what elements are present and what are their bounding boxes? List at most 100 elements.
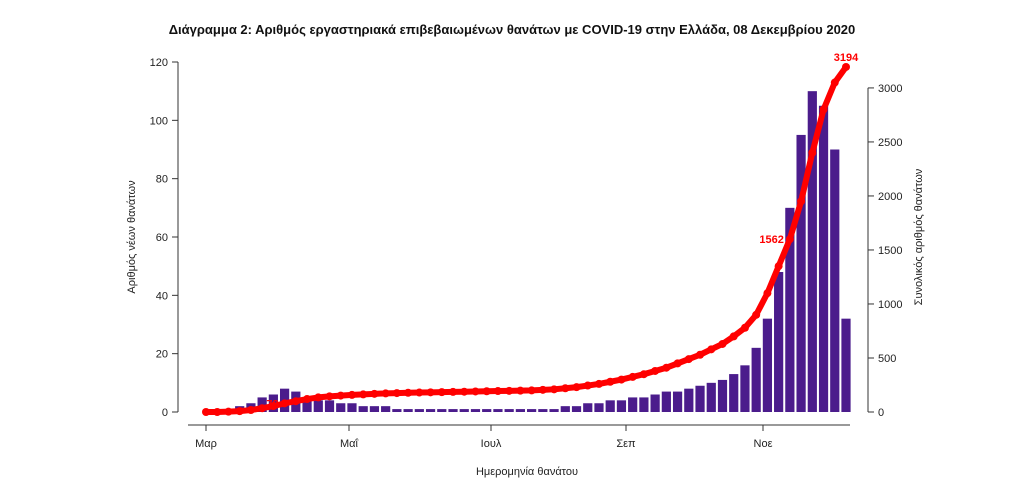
- x-axis-label: Ημερομηνία θανάτου: [476, 466, 578, 478]
- cumulative-deaths-point: [696, 350, 705, 359]
- cumulative-deaths-point: [718, 339, 727, 348]
- cumulative-deaths-point: [246, 406, 255, 415]
- y2-tick-label: 0: [878, 407, 884, 419]
- cumulative-deaths-point: [370, 389, 379, 398]
- daily-deaths-bar: [695, 385, 705, 412]
- cumulative-deaths-point: [460, 387, 469, 396]
- cumulative-deaths-point: [235, 407, 244, 416]
- cumulative-deaths-point: [819, 105, 828, 114]
- cumulative-deaths-point: [550, 385, 559, 394]
- cumulative-deaths-point: [426, 388, 435, 397]
- daily-deaths-bar: [403, 409, 413, 412]
- daily-deaths-bar: [650, 394, 660, 412]
- axes: 0 20 40 60 80 100 120 0 500 1000 1500 2000 2500 3000 Μ…: [150, 57, 903, 450]
- daily-deaths-bar: [493, 409, 503, 412]
- cumulative-deaths-point: [752, 310, 761, 319]
- daily-deaths-bar: [605, 400, 615, 412]
- bars-group: [223, 91, 851, 413]
- x-tick-label: Μαΐ: [340, 438, 359, 450]
- daily-deaths-bar: [324, 400, 335, 412]
- cumulative-deaths-point: [415, 388, 424, 397]
- daily-deaths-bar: [302, 397, 312, 412]
- cumulative-deaths-point: [258, 404, 267, 413]
- cumulative-line-group: [202, 62, 850, 416]
- cumulative-deaths-point: [325, 392, 334, 401]
- daily-deaths-bar: [706, 382, 716, 412]
- y2-tick-label: 1000: [878, 299, 902, 311]
- daily-deaths-bar: [785, 207, 795, 412]
- x-tick-label: Μαρ: [195, 438, 217, 450]
- y-axis-label: Αριθμός νέων θανάτων: [126, 180, 138, 294]
- cumulative-deaths-point: [213, 408, 222, 416]
- daily-deaths-bar: [560, 406, 570, 412]
- daily-deaths-bar: [729, 374, 739, 412]
- daily-deaths-bar: [616, 400, 627, 412]
- daily-deaths-bar: [583, 403, 593, 412]
- daily-deaths-bar: [571, 406, 582, 412]
- y2-tick-label: 2000: [878, 191, 902, 203]
- chart-title: Διάγραμμα 2: Αριθμός εργαστηριακά επιβεβ…: [169, 22, 856, 37]
- cumulative-deaths-point: [662, 363, 671, 372]
- cumulative-deaths-point: [538, 385, 547, 394]
- cumulative-deaths-point: [797, 197, 806, 206]
- daily-deaths-bar: [538, 409, 548, 412]
- cumulative-deaths-point: [808, 148, 817, 157]
- daily-deaths-bar: [807, 91, 817, 413]
- daily-deaths-bar: [717, 379, 728, 412]
- daily-deaths-bar: [684, 388, 694, 412]
- cumulative-deaths-point: [516, 386, 525, 395]
- y-tick-label: 80: [156, 174, 168, 186]
- cumulative-deaths-point: [347, 390, 356, 399]
- cumulative-deaths-point: [651, 366, 660, 375]
- daily-deaths-bar: [313, 400, 323, 412]
- x-tick-label: Σεπ: [616, 438, 636, 450]
- daily-deaths-bar: [336, 403, 346, 412]
- cumulative-deaths-point: [617, 375, 626, 384]
- daily-deaths-bar: [830, 149, 840, 412]
- cumulative-deaths-point: [437, 388, 446, 397]
- daily-deaths-bar: [425, 409, 436, 412]
- cumulative-deaths-point: [774, 262, 783, 271]
- annotations-group: 3194 1562 78: [266, 52, 859, 410]
- cumulative-deaths-point: [594, 379, 603, 388]
- cumulative-deaths-point: [763, 289, 772, 298]
- y-tick-label: 0: [162, 407, 168, 419]
- daily-deaths-bar: [751, 347, 761, 412]
- y2-axis-label: Συνολικός αριθμός θανάτων: [913, 168, 925, 305]
- y2-tick-label: 2500: [878, 137, 902, 149]
- y-tick-label: 40: [156, 290, 168, 302]
- cumulative-annotation: 3194: [834, 52, 859, 64]
- daily-deaths-bar: [504, 409, 514, 412]
- y-tick-label: 60: [156, 232, 168, 244]
- daily-deaths-bar: [358, 406, 368, 412]
- cumulative-deaths-point: [785, 235, 794, 244]
- x-tick-label: Ιουλ: [481, 438, 502, 450]
- daily-deaths-bar: [459, 409, 469, 412]
- daily-deaths-bar: [482, 409, 492, 412]
- daily-deaths-bar: [796, 134, 806, 412]
- daily-deaths-bar: [437, 409, 447, 412]
- daily-deaths-bar: [414, 409, 424, 412]
- daily-deaths-bar: [549, 409, 559, 412]
- cumulative-deaths-point: [572, 383, 581, 392]
- cumulative-annotation: 78: [266, 398, 278, 410]
- cumulative-deaths-point: [684, 355, 693, 364]
- cumulative-deaths-point: [359, 390, 368, 399]
- cumulative-deaths-point: [830, 78, 839, 87]
- cumulative-deaths-point: [224, 407, 233, 416]
- cumulative-deaths-point: [269, 402, 278, 411]
- y-tick-label: 120: [150, 57, 168, 69]
- cumulative-deaths-point: [561, 384, 570, 393]
- daily-deaths-bar: [762, 318, 773, 412]
- daily-deaths-bar: [594, 403, 604, 412]
- cumulative-deaths-point: [583, 381, 592, 390]
- cumulative-deaths-point: [505, 386, 514, 395]
- cumulative-deaths-point: [381, 389, 390, 398]
- daily-deaths-bar: [470, 409, 481, 412]
- cumulative-deaths-point: [280, 399, 289, 408]
- daily-deaths-bar: [347, 403, 357, 412]
- y-tick-label: 100: [150, 115, 168, 127]
- cumulative-deaths-point: [336, 391, 345, 400]
